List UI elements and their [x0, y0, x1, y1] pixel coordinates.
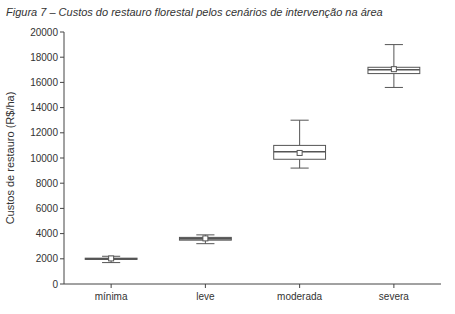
- mean-marker: [203, 236, 208, 241]
- y-tick: [60, 233, 64, 234]
- y-tick: [60, 284, 64, 285]
- lower-whisker: [299, 159, 300, 168]
- upper-whisker: [393, 45, 394, 68]
- y-tick-label: 18000: [30, 52, 58, 63]
- y-tick-label: 20000: [30, 27, 58, 38]
- y-tick: [60, 32, 64, 33]
- y-tick: [60, 158, 64, 159]
- y-tick: [60, 258, 64, 259]
- box: [274, 145, 326, 159]
- lower-cap: [291, 168, 309, 169]
- lower-cap: [385, 87, 403, 88]
- mean-marker: [109, 256, 114, 261]
- x-tick: [111, 284, 112, 288]
- y-tick-label: 0: [52, 279, 58, 290]
- y-tick-label: 4000: [36, 228, 59, 239]
- y-tick: [60, 57, 64, 58]
- mean-marker: [297, 150, 302, 155]
- y-tick-label: 16000: [30, 77, 58, 88]
- y-tick-label: 6000: [36, 203, 59, 214]
- y-tick: [60, 183, 64, 184]
- x-tick: [205, 284, 206, 288]
- y-axis-label: Custos de restauro (R$/ha): [4, 92, 16, 225]
- y-tick-label: 2000: [36, 253, 59, 264]
- mean-marker: [391, 67, 396, 72]
- y-tick-label: 10000: [30, 153, 58, 164]
- x-tick: [299, 284, 300, 288]
- lower-cap: [102, 262, 120, 263]
- y-tick-label: 14000: [30, 102, 58, 113]
- y-tick: [60, 82, 64, 83]
- y-tick: [60, 107, 64, 108]
- x-tick-label: moderada: [277, 291, 322, 302]
- x-tick: [393, 284, 394, 288]
- y-axis: [64, 32, 65, 284]
- x-tick-label: severa: [379, 291, 409, 302]
- x-axis: [64, 284, 441, 285]
- y-tick-label: 8000: [36, 178, 59, 189]
- x-tick-label: mínima: [95, 291, 128, 302]
- x-tick-label: leve: [196, 291, 215, 302]
- plot-area: [85, 45, 420, 263]
- box: [368, 67, 420, 73]
- lower-whisker: [393, 74, 394, 88]
- y-tick-label: 12000: [30, 127, 58, 138]
- lower-cap: [196, 243, 214, 244]
- upper-cap: [385, 44, 403, 45]
- upper-whisker: [299, 120, 300, 145]
- upper-cap: [196, 234, 214, 235]
- y-tick: [60, 208, 64, 209]
- upper-cap: [291, 120, 309, 121]
- chart: Figura 7 – Custos do restauro florestal …: [0, 0, 455, 314]
- title: Figura 7 – Custos do restauro florestal …: [6, 6, 383, 18]
- y-tick: [60, 132, 64, 133]
